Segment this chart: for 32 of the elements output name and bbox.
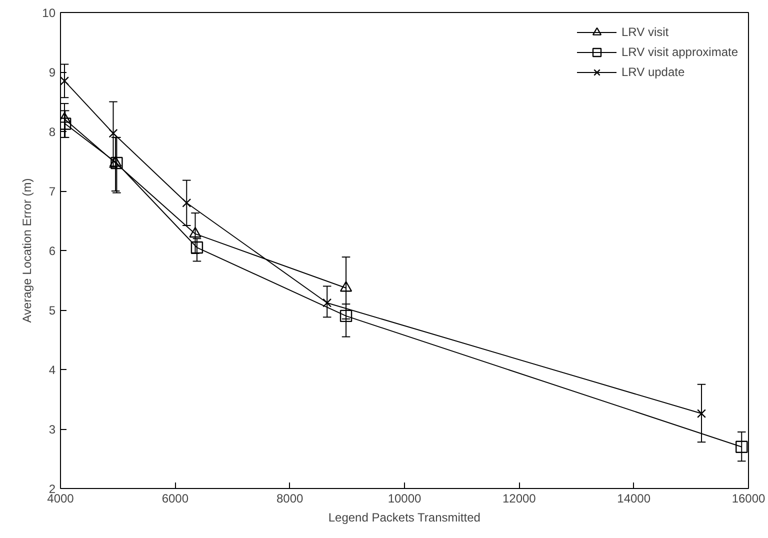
point: [182, 198, 192, 208]
x-tick-label: 4000: [47, 492, 74, 506]
point: [340, 310, 352, 322]
y-tick-label: 10: [42, 6, 56, 20]
legend-label: LRV visit: [622, 25, 669, 39]
y-tick-label: 9: [48, 66, 56, 80]
y-tick-label: 7: [48, 184, 56, 198]
point: [109, 156, 122, 167]
point: [736, 440, 748, 453]
x-tick-label: 12000: [502, 492, 536, 506]
point: [340, 281, 352, 292]
legend-label: LRV visit approximate: [622, 45, 738, 59]
x-tick-label: 8000: [276, 492, 304, 506]
point: [60, 76, 69, 86]
point: [110, 156, 123, 170]
legend-label: LRV update: [622, 65, 685, 79]
y-axis-title: Average Location Error (m): [20, 178, 34, 323]
x-axis-title: Legend Packets Transmitted: [328, 510, 480, 524]
point: [697, 409, 706, 418]
point: [189, 226, 202, 238]
point: [60, 118, 72, 130]
x-tick-label: 14000: [617, 492, 651, 506]
point: [190, 241, 204, 254]
y-tick-label: 8: [48, 125, 56, 139]
y-tick-label: 4: [48, 363, 56, 377]
point: [322, 298, 332, 308]
y-tick-label: 3: [48, 422, 56, 436]
y-tick-label: 5: [48, 304, 56, 318]
x-tick-label: 16000: [732, 492, 766, 506]
y-tick-label: 6: [48, 244, 56, 258]
x-tick-label: 10000: [388, 492, 422, 506]
x-tick-label: 6000: [162, 492, 189, 506]
